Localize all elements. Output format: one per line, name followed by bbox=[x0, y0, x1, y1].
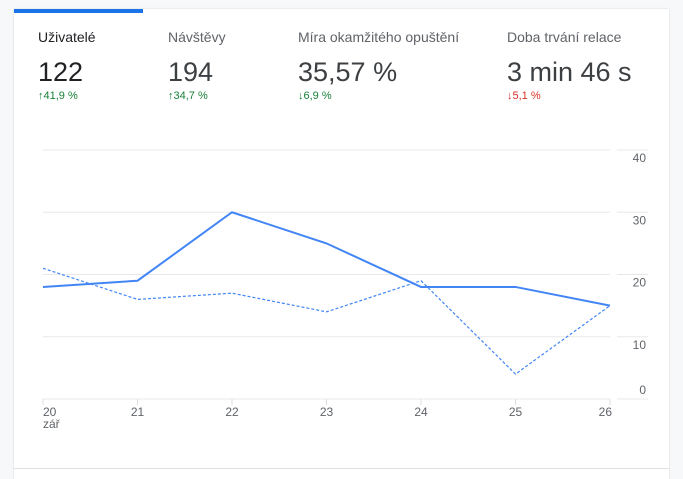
x-tick-label: 22 bbox=[225, 405, 239, 419]
y-tick-label: 20 bbox=[633, 276, 647, 290]
y-tick-label: 0 bbox=[639, 383, 646, 397]
x-tick-label: 21 bbox=[131, 405, 145, 419]
series-line-2 bbox=[43, 268, 610, 374]
x-tick-label: 24 bbox=[414, 405, 428, 419]
y-tick-label: 30 bbox=[633, 213, 647, 227]
y-tick-label: 10 bbox=[633, 338, 647, 352]
series-line-1 bbox=[43, 212, 610, 305]
x-tick-label: 25 bbox=[509, 405, 523, 419]
x-month-label: zář bbox=[43, 417, 61, 431]
x-tick-label: 23 bbox=[320, 405, 334, 419]
y-tick-label: 40 bbox=[633, 151, 647, 165]
x-tick-label: 26 bbox=[599, 405, 613, 419]
